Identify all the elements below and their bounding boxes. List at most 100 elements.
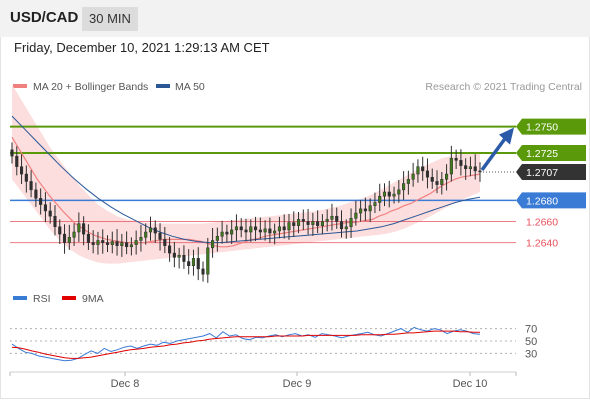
rsi-tick-50: 50 [525, 336, 537, 348]
candle [206, 237, 210, 283]
candle [225, 224, 229, 243]
candle-body [449, 157, 453, 175]
candle-body [191, 258, 196, 267]
candle-body [435, 181, 439, 185]
candle-body [144, 231, 148, 238]
candle [354, 200, 358, 226]
bollinger-band-area [12, 84, 480, 264]
candle [382, 183, 387, 207]
candle [435, 170, 439, 194]
candle [258, 217, 262, 240]
candle [58, 219, 62, 245]
candle-body [225, 231, 229, 235]
level-label-1.2680: 1.2680 [526, 195, 558, 207]
candle-body [62, 233, 67, 243]
candle [459, 149, 463, 176]
candle [378, 183, 382, 212]
candle [172, 241, 176, 268]
x-tick-label: Dec 10 [453, 378, 488, 390]
candle-body [220, 231, 224, 237]
chart-legend: MA 20 + Bollinger Bands MA 50 [13, 81, 205, 93]
candle-body [402, 183, 406, 191]
candle-body [368, 205, 372, 212]
candle-body [125, 242, 129, 248]
candle-body [454, 157, 458, 161]
candle [86, 224, 90, 250]
level-tag-1.2725 [516, 144, 586, 161]
candle [19, 154, 24, 184]
candle [120, 233, 124, 257]
candle-body [282, 226, 286, 231]
candle-body [296, 219, 301, 226]
candle-body [335, 215, 339, 222]
candle-body [430, 176, 434, 182]
candle [253, 216, 258, 242]
candle [187, 249, 191, 275]
candle [468, 156, 473, 177]
candle-body [182, 254, 186, 262]
candle-body [263, 228, 267, 233]
candle [392, 186, 396, 204]
candle [220, 220, 224, 244]
candle [473, 154, 477, 180]
rsi-ma-legend-label: 9MA [82, 293, 104, 305]
candle [325, 209, 329, 232]
trend-arrow-shaft [480, 137, 507, 171]
candle-body [397, 189, 401, 195]
candle-body [148, 227, 153, 233]
candle-body [339, 221, 344, 230]
candle-body [172, 252, 176, 258]
candle-body [459, 160, 463, 166]
candle-body [354, 212, 358, 219]
candle-body [359, 208, 363, 214]
candle [82, 216, 86, 246]
candle-body [382, 191, 387, 197]
timeframe-button[interactable]: 30 MIN [82, 7, 138, 31]
candle [139, 224, 143, 252]
candles [10, 142, 482, 283]
candle-body [387, 191, 391, 197]
candle [153, 220, 157, 243]
candle-body [249, 226, 253, 233]
candle [15, 146, 19, 176]
candle [320, 214, 324, 235]
candle [301, 209, 305, 231]
candle [445, 164, 449, 191]
price-tags: 1.2750 1.2725 1.2680 1.2660 1.2640 1.2707 [480, 118, 586, 250]
candle [292, 211, 296, 237]
candle [72, 223, 76, 246]
candle [24, 165, 28, 193]
trend-arrow-head [499, 127, 514, 145]
rsi-ma-line [11, 330, 480, 359]
candle-body [15, 155, 19, 167]
current-price-tag [516, 163, 586, 180]
candle-body [445, 173, 449, 180]
candle [344, 219, 348, 239]
candle-body [67, 237, 71, 243]
candle [125, 231, 129, 255]
candle-body [411, 173, 415, 180]
candle-body [464, 165, 468, 170]
candle [397, 179, 401, 203]
candle-body [196, 258, 200, 270]
candle-body [349, 218, 353, 228]
candle [273, 223, 277, 245]
ma50-legend-swatch [156, 84, 170, 88]
candle [182, 245, 186, 269]
candle-body [48, 210, 52, 217]
candle-body [211, 240, 215, 249]
candle [105, 235, 110, 253]
chart-header: USD/CAD 30 MIN [0, 0, 590, 37]
candle [110, 231, 114, 254]
level-tag-1.2750 [516, 118, 586, 135]
candle-body [363, 208, 367, 212]
candle [387, 180, 391, 208]
candle [39, 188, 43, 215]
candle-body [292, 222, 296, 226]
candle [363, 197, 367, 221]
candle-body [105, 242, 110, 245]
candle [249, 219, 253, 242]
level-label-1.2640: 1.2640 [526, 238, 558, 250]
candle [211, 228, 215, 258]
